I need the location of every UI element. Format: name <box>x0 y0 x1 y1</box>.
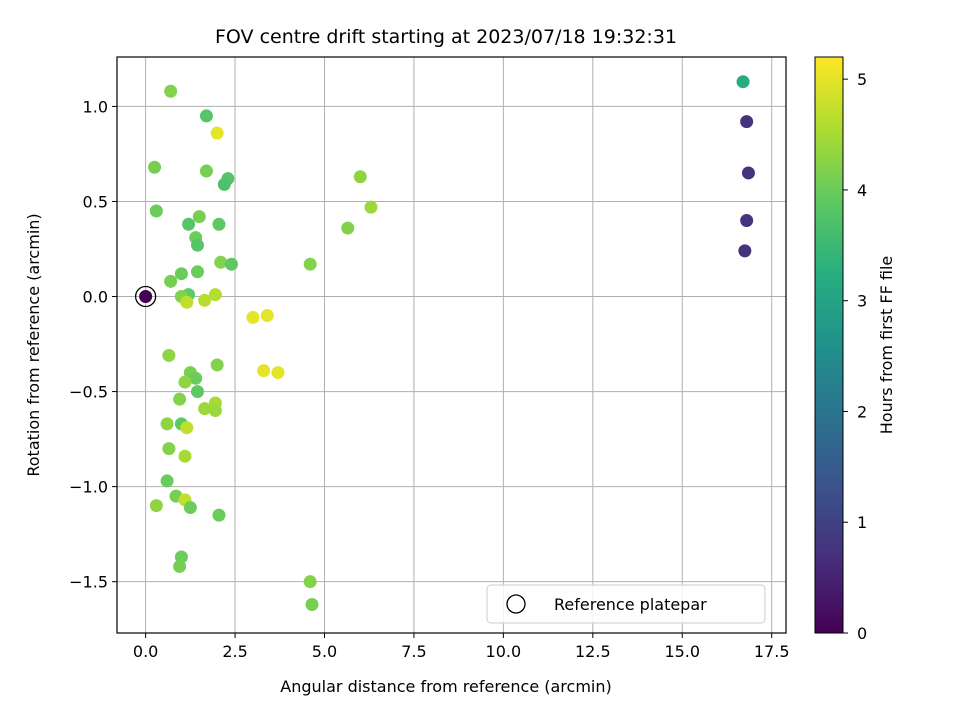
colorbar-tick-label: 0 <box>857 624 867 643</box>
data-point <box>189 371 203 385</box>
colorbar-tick-label: 2 <box>857 402 867 421</box>
data-point <box>198 402 212 416</box>
data-point <box>257 364 271 378</box>
data-point <box>210 358 224 372</box>
legend-marker <box>506 594 526 614</box>
data-point <box>224 257 238 271</box>
data-point <box>260 309 274 323</box>
data-point <box>214 255 228 269</box>
colorbar-tick-label: 3 <box>857 292 867 311</box>
x-tick-label: 2.5 <box>222 642 247 661</box>
x-tick-label: 17.5 <box>754 642 790 661</box>
data-point <box>271 366 285 380</box>
data-point <box>208 288 222 302</box>
data-point <box>148 160 162 174</box>
y-tick-label: 1.0 <box>83 97 108 116</box>
data-point <box>160 417 174 431</box>
data-point <box>199 164 213 178</box>
colorbar-tick-label: 5 <box>857 70 867 89</box>
colorbar-tick-label: 1 <box>857 513 867 532</box>
data-point <box>182 217 196 231</box>
data-point <box>190 385 204 399</box>
chart-title: FOV centre drift starting at 2023/07/18 … <box>215 26 677 48</box>
x-tick-label: 5.0 <box>312 642 337 661</box>
plot-frame <box>116 56 787 634</box>
data-point <box>178 375 192 389</box>
data-point <box>164 274 178 288</box>
data-point <box>741 166 755 180</box>
colorbar-label: Hours from first FF file <box>877 256 896 435</box>
data-point <box>173 392 187 406</box>
data-point <box>212 508 226 522</box>
data-point <box>217 177 231 191</box>
data-point <box>305 597 319 611</box>
data-point <box>208 404 222 418</box>
data-point <box>303 257 317 271</box>
colorbar-ticks: 0 1 2 3 4 5 <box>843 70 867 643</box>
data-point <box>190 238 204 252</box>
data-point <box>740 213 754 227</box>
data-point <box>149 204 163 218</box>
data-point <box>180 421 194 435</box>
x-tick-label: 12.5 <box>575 642 611 661</box>
x-axis-ticks: 0.0 2.5 5.0 7.5 10.0 12.5 15.0 17.5 <box>133 633 790 661</box>
data-point <box>341 221 355 235</box>
data-point <box>736 75 750 89</box>
legend-box <box>486 584 766 624</box>
y-tick-label: −0.5 <box>69 383 108 402</box>
scatter-points <box>134 75 755 611</box>
data-point <box>174 267 188 281</box>
y-axis-label: Rotation from reference (arcmin) <box>24 213 43 476</box>
data-point <box>210 126 224 140</box>
data-point <box>198 293 212 307</box>
data-point <box>180 295 194 309</box>
data-point <box>738 244 752 258</box>
data-point <box>303 575 317 589</box>
data-point <box>364 200 378 214</box>
colorbar <box>814 56 844 634</box>
y-axis-ticks: −1.5 −1.0 −0.5 0.0 0.5 1.0 <box>69 97 117 592</box>
data-point <box>149 499 163 513</box>
x-axis-label: Angular distance from reference (arcmin) <box>280 677 611 696</box>
legend: Reference platepar <box>486 584 766 624</box>
colorbar-tick-label: 4 <box>857 181 867 200</box>
x-tick-label: 0.0 <box>133 642 158 661</box>
data-point <box>246 310 260 324</box>
data-point <box>192 210 206 224</box>
legend-label: Reference platepar <box>554 595 707 614</box>
x-tick-label: 15.0 <box>664 642 700 661</box>
y-tick-label: 0.5 <box>83 192 108 211</box>
data-point <box>190 265 204 279</box>
data-point <box>199 109 213 123</box>
y-tick-label: 0.0 <box>83 288 108 307</box>
data-point <box>353 170 367 184</box>
data-point <box>183 501 197 515</box>
data-point <box>160 474 174 488</box>
reference-data-point <box>139 290 153 304</box>
data-point <box>162 442 176 456</box>
data-point <box>178 449 192 463</box>
reference-platepar-marker <box>134 285 157 308</box>
y-tick-label: −1.0 <box>69 478 108 497</box>
data-point <box>164 84 178 98</box>
y-tick-label: −1.5 <box>69 573 108 592</box>
grid <box>117 57 786 633</box>
data-point <box>212 217 226 231</box>
data-point <box>173 559 187 573</box>
x-tick-label: 10.0 <box>486 642 522 661</box>
data-point <box>162 348 176 362</box>
data-point <box>740 115 754 129</box>
x-tick-label: 7.5 <box>401 642 426 661</box>
